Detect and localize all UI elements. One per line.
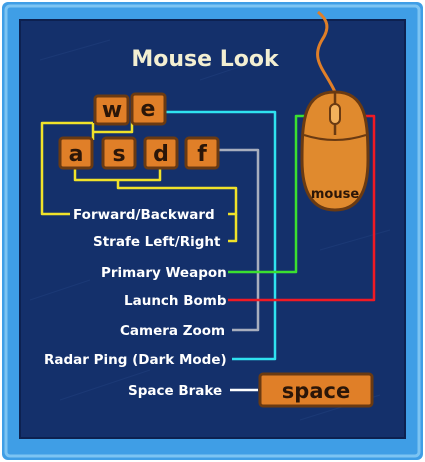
- space-key-label: space: [282, 379, 350, 403]
- space-key: space: [258, 372, 374, 408]
- key-d: d: [143, 136, 179, 170]
- svg-text:s: s: [112, 142, 125, 167]
- key-f: f: [184, 136, 220, 170]
- svg-text:f: f: [197, 142, 207, 167]
- mouse-cord: [316, 10, 337, 93]
- strafe-connector: [228, 214, 238, 243]
- key-a: a: [58, 136, 94, 170]
- control-launch-bomb: Launch Bomb: [124, 293, 227, 309]
- forward-connector-tail: [93, 121, 134, 134]
- svg-text:e: e: [141, 97, 156, 122]
- camera-connector: [218, 148, 260, 332]
- control-camera-zoom: Camera Zoom: [120, 323, 225, 339]
- page-title: Mouse Look: [131, 47, 280, 72]
- key-e: e: [130, 92, 167, 126]
- mouse-button-line: [303, 134, 367, 141]
- mouse-wheel: [329, 103, 341, 125]
- yellow-connectors: [40, 121, 238, 243]
- control-primary-weapon: Primary Weapon: [101, 265, 227, 281]
- svg-text:d: d: [153, 142, 169, 167]
- svg-text:w: w: [102, 98, 122, 123]
- forward-connector: [40, 121, 93, 216]
- frame-highlight: [4, 4, 421, 458]
- svg-text:a: a: [69, 142, 84, 167]
- key-s: s: [101, 136, 137, 170]
- control-strafe: Strafe Left/Right: [93, 234, 221, 250]
- mouse-body: [300, 90, 370, 212]
- strafe-stem: [116, 180, 238, 216]
- mouse-label: mouse: [311, 187, 359, 202]
- control-space-brake: Space Brake: [128, 383, 222, 399]
- control-forward-backward: Forward/Backward: [73, 207, 215, 223]
- control-radar-ping: Radar Ping (Dark Mode): [44, 352, 227, 368]
- mouse-icon: mouse: [300, 10, 370, 212]
- key-w: w: [93, 94, 130, 126]
- board: [19, 19, 406, 439]
- radar-connector: [165, 110, 277, 361]
